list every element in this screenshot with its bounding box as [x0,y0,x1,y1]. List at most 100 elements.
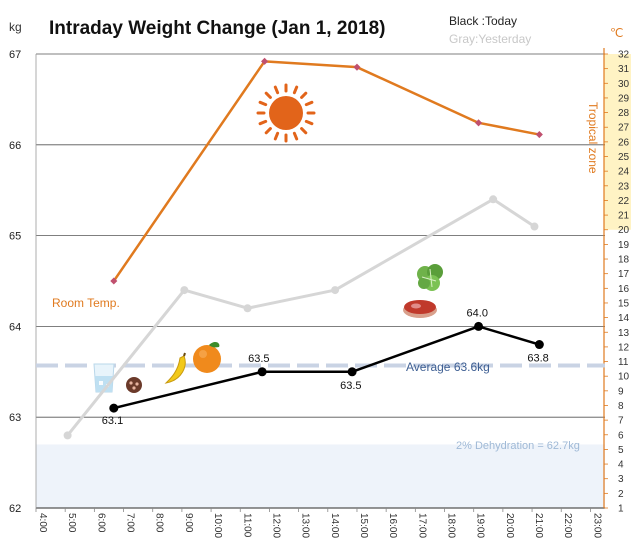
x-tick-label: 14:00 [329,513,340,538]
y-right-tick-label: 11 [618,357,629,368]
y-right-tick-label: 9 [618,386,624,397]
y-right-tick-label: 31 [618,64,630,75]
room-temp-label: Room Temp. [52,296,120,310]
y-left-tick-label: 66 [9,140,21,152]
y-left-tick-label: 63 [9,412,21,424]
temperature-line [112,60,540,282]
y-right-tick-label: 24 [618,167,630,178]
sun-icon [256,83,316,143]
temperature-point [110,277,118,285]
left-axis-unit: kg [9,20,22,34]
right-axis-unit: ℃ [610,26,623,40]
banana-icon [164,352,186,384]
x-tick-label: 20:00 [504,513,515,538]
chart-title: Intraday Weight Change (Jan 1, 2018) [49,18,385,39]
chocolate-icon [126,377,142,393]
orange-icon [193,341,221,373]
x-tick-label: 18:00 [446,513,457,538]
x-tick-label: 16:00 [387,513,398,538]
x-tick-label: 9:00 [183,513,194,533]
y-right-tick-label: 14 [618,313,630,324]
tropical-band [604,54,631,230]
data-label: 63.5 [340,380,361,392]
today-point [474,321,484,331]
y-left-tick-label: 67 [9,49,21,61]
average-label: Average 63.6kg [406,360,490,374]
y-right-tick-label: 21 [618,211,630,222]
y-right-tick-label: 16 [618,284,630,295]
yesterday-line [66,197,536,437]
today-point [534,340,544,350]
x-tick-label: 12:00 [270,513,281,538]
today-point [347,367,357,377]
y-left-tick-label: 65 [9,231,21,243]
y-right-tick-label: 25 [618,152,630,163]
yesterday-point [530,222,539,231]
data-label: 64.0 [467,307,488,319]
y-right-tick-label: 3 [618,474,624,485]
y-right-tick-label: 7 [618,416,624,427]
legend-today: Black :Today [449,14,517,28]
dehydration-label: 2% Dehydration = 62.7kg [456,440,580,452]
yesterday-point [331,286,340,295]
meat-icon [403,300,437,318]
x-tick-label: 11:00 [241,513,252,538]
y-right-tick-label: 2 [618,489,624,500]
y-right-tick-label: 17 [618,269,630,280]
y-right-tick-label: 13 [618,328,630,339]
temperature-point [475,119,483,127]
yesterday-point [180,286,189,295]
y-right-tick-label: 28 [618,108,630,119]
today-point [109,403,119,413]
data-label: 63.1 [102,415,123,427]
y-right-tick-label: 27 [618,123,630,134]
data-label: 63.5 [248,353,269,365]
legend-yesterday: Gray:Yesterday [449,32,531,46]
y-right-tick-label: 15 [618,298,630,309]
y-right-tick-label: 18 [618,255,630,266]
y-right-tick-label: 29 [618,93,630,104]
y-right-tick-label: 10 [618,372,630,383]
x-tick-label: 7:00 [125,513,136,533]
y-right-tick-label: 12 [618,342,630,353]
x-tick-label: 8:00 [154,513,165,533]
yesterday-point [63,431,72,440]
x-tick-label: 5:00 [66,513,77,533]
lettuce-icon [417,264,443,291]
y-right-tick-label: 26 [618,137,630,148]
x-tick-label: 10:00 [212,513,223,538]
x-tick-label: 19:00 [475,513,486,538]
y-right-tick-label: 22 [618,196,630,207]
y-right-tick-label: 8 [618,401,624,412]
x-tick-label: 22:00 [562,513,573,538]
x-tick-label: 15:00 [358,513,369,538]
x-tick-label: 13:00 [300,513,311,538]
yesterday-point [489,195,498,204]
x-tick-label: 4:00 [37,513,48,533]
data-label: 63.8 [527,353,548,365]
yesterday-point [243,304,252,313]
y-left-tick-label: 62 [9,503,21,515]
temperature-point [535,131,543,139]
x-tick-label: 17:00 [416,513,427,538]
y-right-tick-label: 19 [618,240,630,251]
temperature-point [261,57,269,65]
y-right-tick-label: 32 [618,50,630,61]
dehydration-band [36,444,605,508]
tropical-zone-label: Tropical zone [586,102,600,174]
x-tick-label: 6:00 [95,513,106,533]
today-point [257,367,267,377]
y-left-tick-label: 64 [9,321,21,333]
y-right-tick-label: 23 [618,181,630,192]
y-right-tick-label: 1 [618,504,624,515]
y-right-tick-label: 6 [618,430,624,441]
y-right-tick-label: 20 [618,225,630,236]
y-right-tick-label: 5 [618,445,624,456]
temperature-point [353,63,361,71]
y-right-tick-label: 4 [618,460,624,471]
y-right-tick-label: 30 [618,79,630,90]
x-tick-label: 21:00 [533,513,544,538]
x-tick-label: 23:00 [591,513,602,538]
